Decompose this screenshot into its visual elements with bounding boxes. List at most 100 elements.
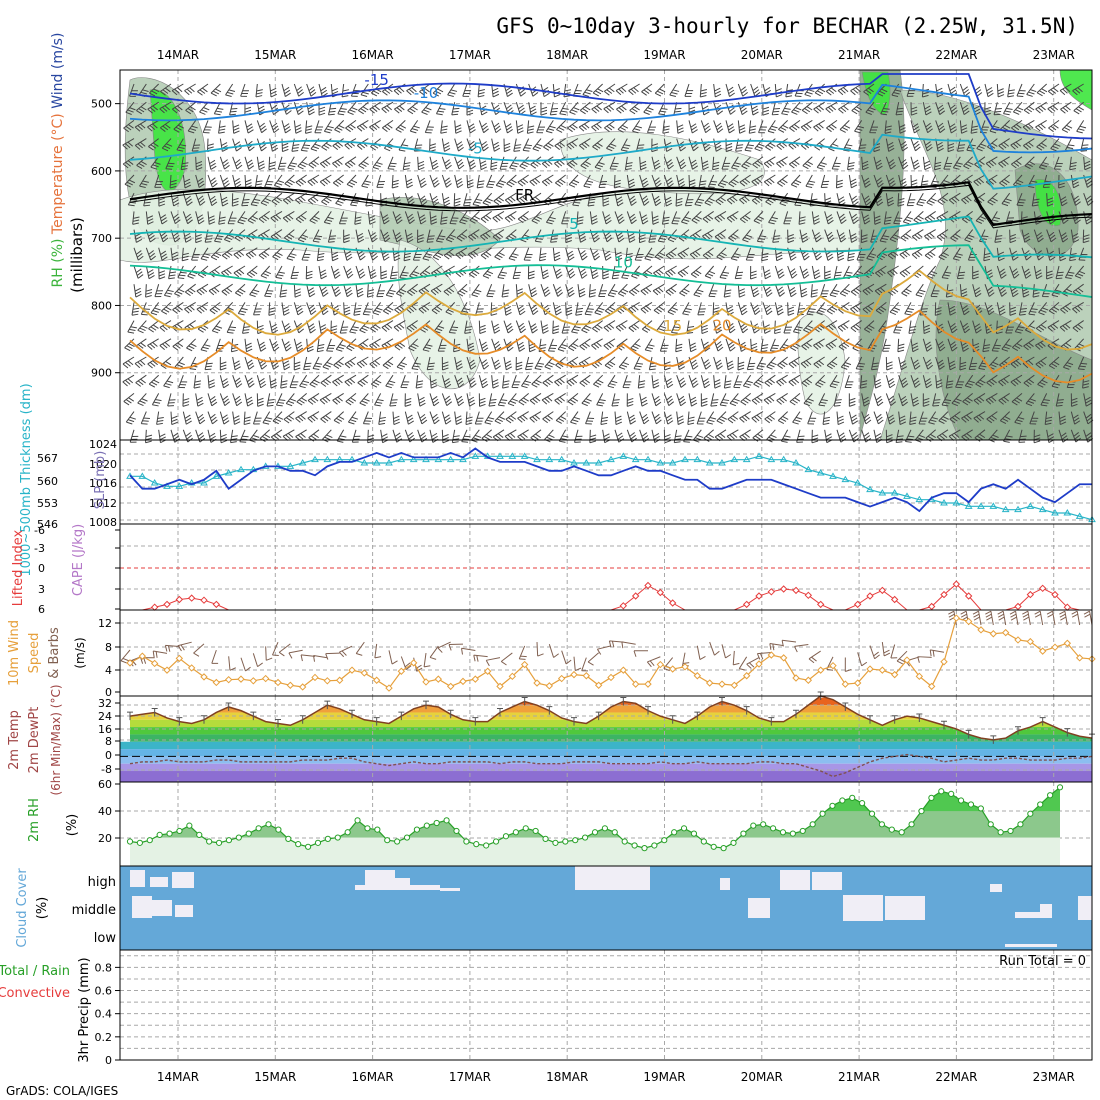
- wind-barb: [1024, 320, 1036, 334]
- wind-barb: [275, 265, 285, 280]
- wind-barb: [136, 156, 147, 170]
- wind-barb: [345, 393, 357, 406]
- rh-marker: [512, 829, 519, 836]
- wind-barb: [579, 101, 591, 115]
- wind-barb: [552, 284, 563, 297]
- wind-barb: [230, 429, 238, 444]
- minmax-errorbar: [645, 706, 651, 715]
- wind-barb: [644, 338, 655, 352]
- wind-barb: [1014, 320, 1025, 334]
- wind-barb: [515, 356, 523, 371]
- wind-barb: [792, 320, 803, 334]
- wind-barb: [949, 411, 961, 424]
- wind-barb: [528, 320, 538, 334]
- wind-barb: [802, 156, 814, 170]
- wind-barb: [617, 283, 629, 297]
- date-label-bottom: 22MAR: [935, 1070, 977, 1084]
- wind-barb: [688, 375, 699, 388]
- wind-barb: [890, 644, 898, 659]
- wind-speed-marker: [570, 670, 578, 679]
- wind-barb: [515, 338, 526, 352]
- wind-barb: [914, 429, 926, 443]
- wind-barb: [570, 411, 581, 425]
- wind-barb: [585, 411, 595, 425]
- wind-barb: [281, 83, 291, 97]
- wind-barb: [492, 210, 505, 223]
- wind-barb: [343, 229, 350, 244]
- wind-barb: [563, 83, 572, 98]
- wind-barb: [525, 356, 534, 371]
- wind-barb: [269, 102, 279, 116]
- rh-marker: [532, 827, 539, 835]
- wind-barb: [826, 356, 838, 370]
- wind-barb: [885, 393, 897, 407]
- minmax-errorbar: [127, 711, 133, 721]
- wind-barb: [652, 283, 665, 296]
- rh-marker: [176, 827, 183, 835]
- wind-barb: [889, 229, 901, 243]
- thickness-marker: [200, 479, 208, 486]
- wind-barb: [127, 320, 137, 334]
- wind-barb: [534, 229, 545, 243]
- wind-barb: [287, 156, 298, 170]
- wind-barb: [372, 156, 383, 170]
- lifted-index-marker: [1026, 590, 1035, 599]
- wind-barb: [995, 320, 1004, 335]
- wind-barb: [356, 138, 369, 150]
- wind-barb: [395, 283, 407, 297]
- wind-barb: [574, 429, 583, 443]
- wind-barb: [998, 374, 1010, 387]
- wind-barb: [170, 229, 181, 243]
- run-total-label: Run Total = 0: [999, 954, 1086, 969]
- wind-barb: [447, 83, 458, 97]
- wind-barb: [837, 320, 850, 332]
- wind-barb: [753, 374, 764, 388]
- wind-barb: [429, 138, 436, 153]
- wind-barb: [243, 411, 251, 426]
- wind-barb: [210, 247, 222, 261]
- wind-barb: [325, 652, 340, 660]
- wind-barb: [200, 247, 211, 261]
- wind-barb: [332, 392, 344, 405]
- wind-barb: [653, 302, 665, 315]
- wind-barb: [617, 120, 629, 133]
- wind-barb: [723, 375, 732, 389]
- wind-speed-marker: [1051, 643, 1059, 651]
- wind-barb: [305, 265, 313, 280]
- wind-barb: [440, 211, 448, 225]
- wind-barb: [367, 265, 377, 280]
- wind-barb: [193, 643, 205, 657]
- wind-barb: [639, 211, 649, 225]
- wind-barb: [581, 393, 592, 407]
- wind-barb: [177, 265, 187, 279]
- wind-barb: [824, 429, 833, 444]
- wind-barb: [912, 265, 924, 279]
- top-date-axis: 14MAR 15MAR 16MAR 17MAR 18MAR 19MAR 20MAR 21MAR…: [157, 48, 1075, 62]
- wind-barb: [824, 193, 832, 207]
- wind-barb: [592, 138, 603, 151]
- minmax-errorbar: [225, 702, 232, 711]
- minmax-errorbar: [965, 729, 972, 739]
- wind-barb: [552, 320, 560, 335]
- wind-barb: [865, 101, 876, 115]
- rh-marker: [423, 822, 430, 829]
- wind-barb: [798, 211, 806, 225]
- wind-barb: [800, 119, 813, 132]
- wind-barb: [696, 411, 706, 425]
- wind-barb: [756, 356, 766, 371]
- rh-marker: [324, 835, 331, 842]
- date-label-top: 17MAR: [449, 48, 491, 62]
- minmax-errorbar: [324, 700, 331, 710]
- wind-barb: [527, 265, 535, 280]
- wind-barb: [911, 229, 924, 241]
- wind-barb: [218, 120, 226, 134]
- wind-barb: [781, 639, 797, 647]
- wind-barb: [935, 120, 946, 134]
- wind-barb: [801, 338, 813, 351]
- wind-barb: [278, 643, 291, 657]
- wind-barb: [559, 101, 569, 116]
- wind-barb: [158, 229, 169, 243]
- date-label-bottom: 15MAR: [254, 1070, 296, 1084]
- wind-barb: [291, 138, 300, 152]
- wind-barb: [247, 211, 259, 224]
